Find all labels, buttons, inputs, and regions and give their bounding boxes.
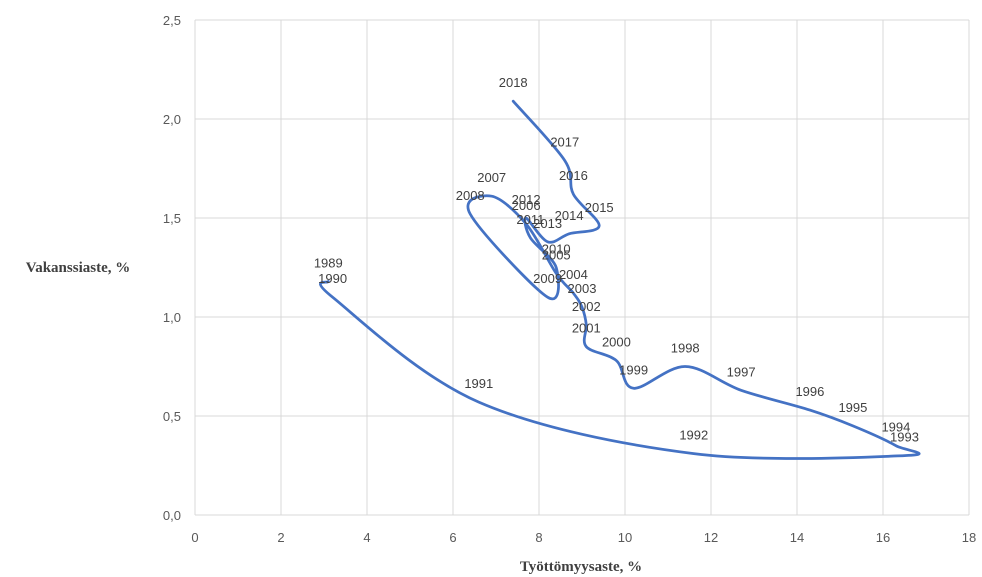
point-label: 1997 — [727, 364, 756, 379]
x-tick-label: 0 — [191, 530, 198, 545]
point-label: 2001 — [572, 321, 601, 336]
point-label: 2005 — [542, 247, 571, 262]
point-label: 2010 — [542, 242, 571, 257]
point-label: 1996 — [795, 384, 824, 399]
point-label: 2004 — [559, 267, 588, 282]
y-tick-label: 0,5 — [163, 409, 181, 424]
point-label: 2002 — [572, 299, 601, 314]
x-tick-label: 18 — [962, 530, 976, 545]
point-label: 2000 — [602, 335, 631, 350]
point-label: 2003 — [568, 281, 597, 296]
x-tick-label: 8 — [535, 530, 542, 545]
point-label: 1990 — [318, 271, 347, 286]
x-axis-title: Työttömyysaste, % — [520, 559, 642, 575]
point-label: 2012 — [512, 192, 541, 207]
point-label: 1994 — [881, 420, 910, 435]
point-label: 2008 — [456, 188, 485, 203]
y-tick-label: 0,0 — [163, 508, 181, 523]
x-tick-label: 2 — [277, 530, 284, 545]
x-tick-label: 14 — [790, 530, 804, 545]
x-tick-label: 12 — [704, 530, 718, 545]
x-tick-label: 16 — [876, 530, 890, 545]
x-tick-label: 4 — [363, 530, 370, 545]
point-label: 2015 — [585, 200, 614, 215]
y-tick-label: 1,0 — [163, 310, 181, 325]
point-label: 1999 — [619, 362, 648, 377]
point-label: 1993 — [890, 430, 919, 445]
point-label: 2011 — [516, 212, 544, 227]
point-label: 2006 — [512, 198, 541, 213]
point-label: 2007 — [477, 170, 506, 185]
point-label: 1991 — [464, 376, 493, 391]
gridlines — [194, 19, 970, 516]
x-tick-label: 10 — [618, 530, 632, 545]
point-label: 2013 — [533, 216, 562, 231]
point-label: 1995 — [838, 400, 867, 415]
series-line — [319, 99, 921, 460]
y-axis-ticks: 0,0 0,5 1,0 1,5 2,0 2,5 — [163, 13, 181, 523]
y-tick-label: 2,5 — [163, 13, 181, 28]
point-label: 1992 — [679, 428, 708, 443]
point-label: 2016 — [559, 168, 588, 183]
x-tick-label: 6 — [449, 530, 456, 545]
point-label: 2017 — [550, 135, 579, 150]
x-axis-ticks: 0 2 4 6 8 10 12 14 16 18 — [191, 530, 976, 545]
point-label: 2014 — [555, 208, 584, 223]
y-tick-label: 2,0 — [163, 112, 181, 127]
point-label: 1998 — [671, 341, 700, 356]
point-label: 2018 — [499, 75, 528, 90]
point-label: 1989 — [314, 255, 343, 270]
point-label: 2009 — [533, 271, 562, 286]
y-axis-title: Vakanssiaste, % — [26, 260, 130, 276]
y-tick-label: 1,5 — [163, 211, 181, 226]
